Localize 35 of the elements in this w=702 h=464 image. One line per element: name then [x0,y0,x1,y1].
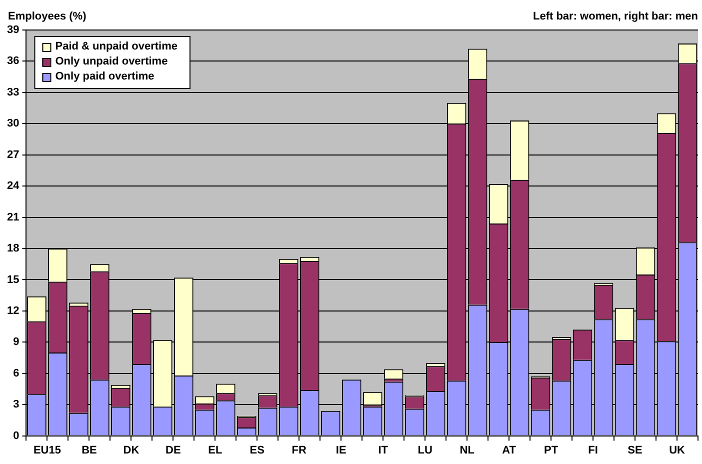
y-tick-label: 12 [6,304,20,317]
y-tick-label: 33 [6,86,20,98]
x-tick-label: IT [378,444,388,456]
y-tick-label: 21 [6,211,20,224]
x-tick-label: EU15 [33,444,61,456]
y-tick-label: 9 [13,336,20,348]
y-tick-label: 0 [13,430,20,442]
legend-label: Only paid overtime [55,70,154,83]
x-tick-label: LU [418,444,432,456]
x-tick-label: UK [669,444,686,456]
legend-label: Paid & unpaid overtime [55,40,178,53]
y-tick-label: 3 [13,398,20,411]
y-tick-label: 15 [6,274,20,286]
x-tick-label: ES [250,444,264,456]
x-tick-label: FR [292,444,307,456]
x-tick-label: SE [628,444,642,456]
x-tick-label: DK [123,444,140,456]
y-axis-title: Employees (%) [8,10,87,23]
x-tick-label: PT [544,444,558,456]
x-tick-label: FI [588,444,598,456]
x-tick-label: EL [208,444,222,456]
y-tick-label: 18 [6,242,20,255]
x-tick-label: BE [82,444,97,456]
legend-label: Only unpaid overtime [55,56,168,68]
y-tick-label: 24 [6,180,20,192]
y-tick-label: 6 [13,367,20,380]
x-tick-label: IE [336,444,346,456]
text: Left bar: women, right bar: men [532,10,698,23]
x-tick-label: NL [460,444,475,456]
y-tick-label: 36 [6,55,20,68]
y-tick-label: 27 [6,148,20,161]
y-tick-label: 39 [6,24,20,36]
x-tick-label: DE [166,444,181,456]
y-tick-label: 30 [6,118,20,130]
x-tick-label: AT [502,444,516,456]
